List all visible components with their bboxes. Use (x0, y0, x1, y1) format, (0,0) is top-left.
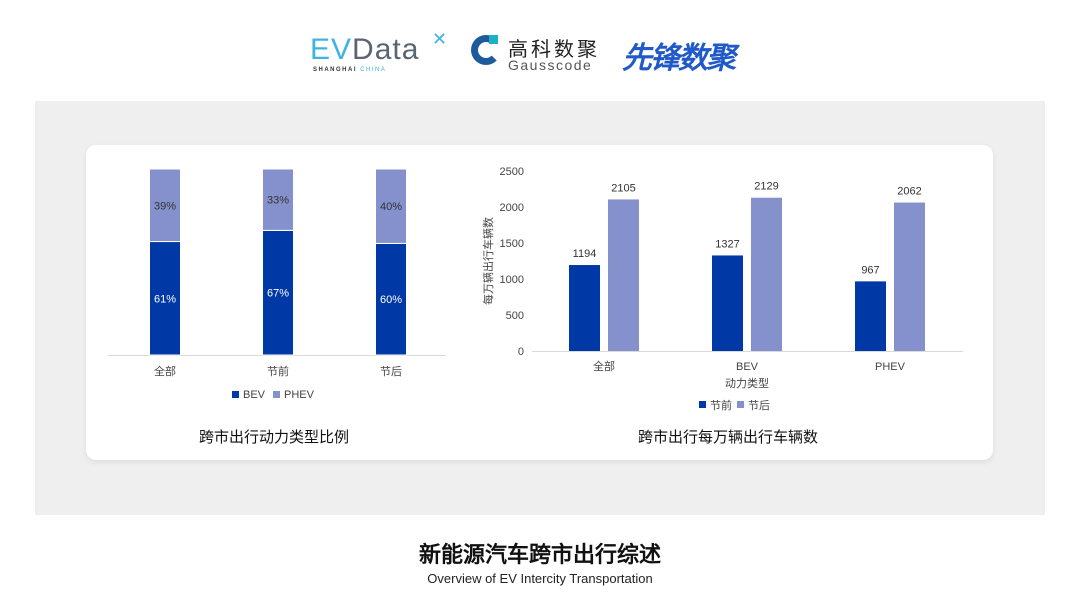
gausscode-logo-icon (471, 35, 501, 65)
legend-label: PHEV (284, 389, 315, 401)
chart-title: 跨市出行动力类型比例 (199, 429, 349, 446)
data-label: 2129 (754, 181, 778, 193)
bar-after (894, 202, 925, 351)
y-tick-label: 1000 (500, 274, 524, 286)
bar-bev (375, 242, 407, 356)
logo-bar: EVData ✕ SHANGHAI CHINA 高科数聚 Gausscode 先… (0, 25, 1080, 76)
stacked-percent-chart: 61% 39% 全部 67% 33% 节前 60% 40% 节后 BEV PHEV 跨市出行动力类型比… (108, 168, 446, 446)
legend-swatch (232, 391, 239, 398)
legend-swatch (273, 391, 280, 398)
legend-label: BEV (243, 389, 266, 401)
data-label: 1194 (573, 248, 597, 260)
legend-swatch (737, 401, 744, 408)
x-tick-label: 全部 (593, 359, 615, 373)
grouped-bar-chart: 0 500 1000 1500 2000 2500 1194 2105 全部 1327 2129 BE… (481, 166, 963, 446)
y-tick-label: 2500 (500, 166, 524, 178)
y-tick-label: 2000 (500, 202, 524, 214)
bar-before (569, 265, 600, 351)
x-tick-label: 全部 (154, 364, 176, 378)
gausscode-logo-en: Gausscode (508, 57, 593, 73)
x-tick-label: BEV (736, 361, 759, 373)
data-label: 2105 (611, 182, 635, 194)
y-axis-title: 每万辆出行车辆数 (481, 217, 495, 305)
evdata-logo: EVData (310, 33, 420, 66)
bar-bev (149, 241, 181, 356)
bar-before (712, 255, 743, 351)
x-axis-title: 动力类型 (725, 376, 769, 390)
chart-title: 跨市出行每万辆出行车辆数 (638, 429, 818, 446)
data-label: 33% (267, 195, 289, 207)
bar-before (855, 281, 886, 351)
legend-label: 节后 (748, 399, 770, 412)
bar-after (751, 197, 782, 351)
evdata-x-mark: ✕ (432, 29, 448, 49)
chart-card (86, 145, 993, 460)
x-tick-label: 节前 (267, 364, 289, 378)
y-tick-label: 1500 (500, 238, 524, 250)
bar-after (608, 199, 639, 351)
x-tick-label: PHEV (875, 361, 906, 373)
data-label: 67% (267, 288, 289, 300)
legend-label: 节前 (710, 398, 732, 412)
data-label: 2062 (897, 186, 921, 198)
legend-swatch (699, 401, 706, 408)
bar-phev (149, 168, 181, 243)
bar-phev (375, 168, 407, 244)
data-label: 1327 (715, 238, 739, 250)
data-label: 40% (380, 201, 402, 213)
gausscode-logo-square (489, 35, 498, 44)
y-tick-label: 500 (506, 310, 524, 322)
y-tick-label: 0 (518, 346, 524, 358)
page-title: 新能源汽车跨市出行综述 (418, 543, 661, 568)
page-subtitle: Overview of EV Intercity Transportation (427, 571, 653, 586)
data-label: 60% (380, 294, 402, 306)
evdata-logo-subtitle: SHANGHAI CHINA (313, 67, 387, 73)
data-label: 967 (861, 264, 879, 276)
gausscode-logo-cn: 高科数聚 (508, 37, 600, 61)
xianfeng-logo: 先锋数聚 (622, 41, 736, 76)
bar-phev (262, 168, 294, 231)
bar-bev (262, 229, 294, 356)
x-tick-label: 节后 (380, 365, 402, 378)
data-label: 39% (154, 200, 176, 212)
data-label: 61% (154, 293, 176, 305)
